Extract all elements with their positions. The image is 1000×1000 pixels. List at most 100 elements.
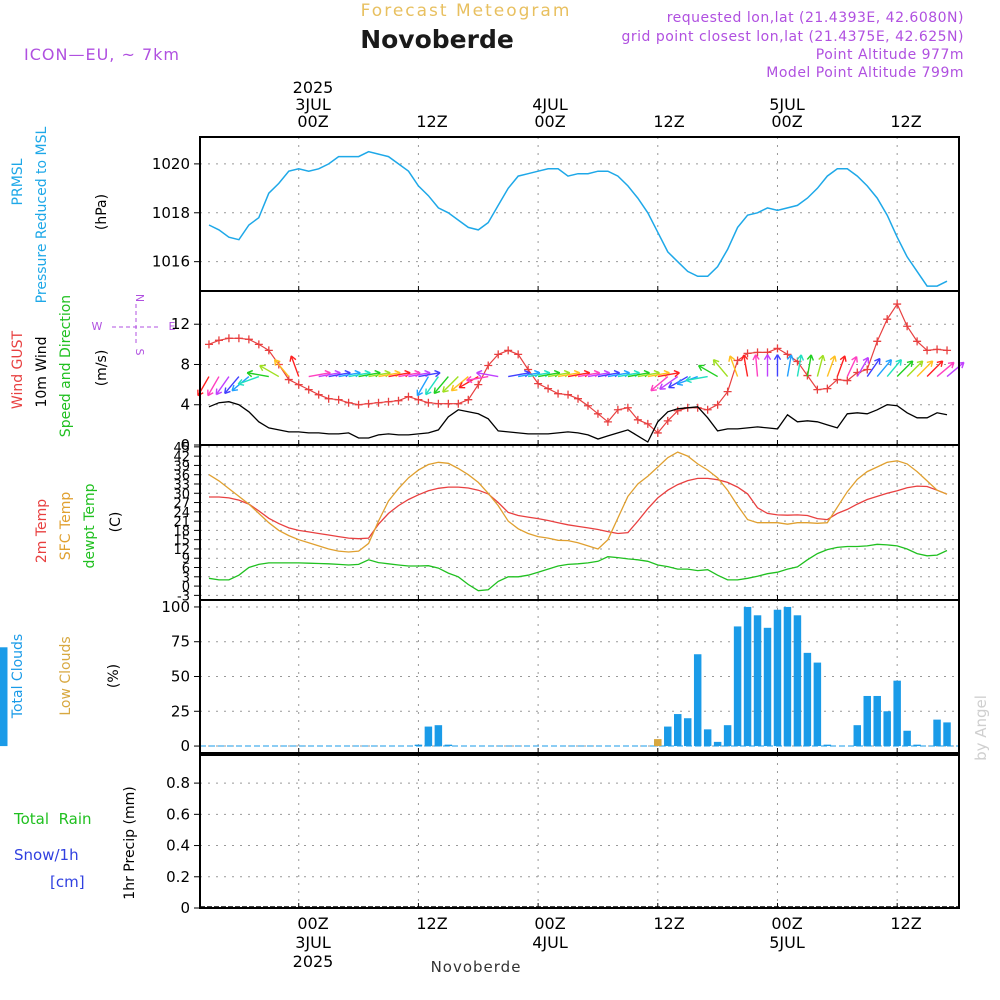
wind-direction-arrow <box>259 364 280 378</box>
gridpoint-coordinates: grid point closest lon,lat (21.4375E, 42… <box>621 29 964 45</box>
top-time-tick: 00Z <box>534 112 565 131</box>
y-tick-label: 0.4 <box>166 837 190 855</box>
wind-arrow-head <box>752 354 760 361</box>
gust-marker <box>863 365 872 374</box>
sfc-temp-line <box>208 451 948 553</box>
gust-marker <box>733 356 742 365</box>
gust-marker <box>434 399 443 408</box>
y-tick-label: 75 <box>171 633 190 651</box>
gust-marker <box>504 346 513 355</box>
y-tick-label: 25 <box>171 702 190 720</box>
gust-marker <box>833 375 842 384</box>
wind-direction-arrow <box>368 372 391 378</box>
gust-marker <box>693 403 702 412</box>
wind-direction-arrow <box>433 376 449 394</box>
wind-arrow-head <box>659 383 666 390</box>
total-cloud-bar <box>783 606 792 747</box>
wind-direction-arrow <box>450 376 469 392</box>
wind-frame <box>199 290 960 446</box>
precip-frame <box>199 754 960 909</box>
wind-arrow-head <box>442 386 449 393</box>
wind-direction-arrow <box>906 360 924 378</box>
wind-direction-arrow <box>577 372 600 378</box>
wind-direction-arrow <box>926 360 944 378</box>
gust-marker <box>304 385 313 394</box>
wind-side-label: 10m Wind <box>34 336 50 407</box>
y-tick-label: 24 <box>173 506 190 521</box>
y-tick-label: 12 <box>173 543 190 558</box>
meteogram-subtitle: Forecast Meteogram <box>361 1 572 21</box>
wind-direction-arrow <box>224 376 240 394</box>
gust-marker <box>663 416 672 425</box>
wind-direction-arrow <box>308 372 331 378</box>
wind-arrow-head <box>796 354 805 361</box>
gust-marker <box>384 397 393 406</box>
gust-marker <box>823 384 832 393</box>
wind-direction-arrow <box>846 356 858 377</box>
gust-marker <box>933 345 942 354</box>
y-tick-label: 21 <box>173 515 190 530</box>
gust-marker <box>753 348 762 357</box>
wind-panel: 0 4 8 12 <box>171 290 965 454</box>
wind-direction-arrow <box>836 355 846 377</box>
gust-marker <box>903 322 912 331</box>
wind-direction-arrow <box>508 372 530 378</box>
gust-marker <box>583 401 592 410</box>
gust-marker <box>913 337 922 346</box>
wind-direction-arrow <box>796 354 802 377</box>
wind-direction-arrow <box>358 372 381 378</box>
wind-arrow-head <box>668 381 675 389</box>
total-cloud-bar <box>0 647 8 747</box>
wind-direction-arrow <box>528 372 550 378</box>
top-time-tick: 12Z <box>653 112 684 131</box>
clouds-panel: 0 25 50 75 100 <box>0 598 960 755</box>
wind-arrow-head <box>434 369 441 378</box>
y-tick-label: 1020 <box>152 155 190 173</box>
wind-arrow-head <box>906 360 914 367</box>
panels-group: 10161018102004812-3036912151821242730333… <box>0 136 965 917</box>
wind-arrow-head <box>289 355 297 362</box>
wind-direction-arrow <box>916 360 934 378</box>
bottom-time-tick: 12Z <box>890 914 921 933</box>
wind-arrow-head <box>246 369 254 378</box>
total-cloud-bar <box>823 744 832 747</box>
wind-arrow-head <box>466 375 473 384</box>
wind-arrow-head <box>476 369 483 378</box>
wind-arrow-head <box>773 354 782 361</box>
wind-direction-arrow <box>597 372 620 378</box>
wind-direction-arrow <box>442 376 459 393</box>
total-cloud-bar <box>743 606 752 747</box>
gust-marker <box>633 415 642 424</box>
gust-marker <box>574 394 583 403</box>
wind-direction-arrow <box>607 372 630 378</box>
total-cloud-bar <box>863 695 871 747</box>
top-date-label: 4JUL <box>532 95 568 114</box>
gust-marker <box>214 336 223 345</box>
gust-marker <box>593 409 602 418</box>
y-tick-label: 0 <box>180 899 190 917</box>
precip-panel: 0 0.2 0.4 0.6 0.8 <box>166 754 960 917</box>
wind-arrow-head <box>936 360 944 367</box>
gust-marker <box>224 334 233 343</box>
total-cloud-bar <box>703 729 712 747</box>
bottom-date-label: 5JUL <box>769 933 805 952</box>
pressure-axis-label: (hPa) <box>94 194 110 230</box>
wind-direction-arrow <box>729 355 739 377</box>
y-tick-label: 1016 <box>152 253 190 271</box>
gust-marker <box>554 389 563 398</box>
total-cloud-bar <box>943 722 951 747</box>
bottom-time-tick: 00Z <box>297 914 328 933</box>
pressure-side-label: PRMSL <box>10 158 26 205</box>
wind-direction-arrow <box>318 372 341 378</box>
gust-marker <box>424 398 433 407</box>
wind-arrow-head <box>806 354 815 361</box>
snow-unit-label: [cm] <box>50 873 85 891</box>
wind-direction-arrow <box>866 358 881 377</box>
total-cloud-bar <box>773 609 782 747</box>
total-cloud-bar <box>414 744 423 747</box>
wind-direction-arrow <box>806 354 812 377</box>
wind-direction-arrow <box>338 372 361 378</box>
total-cloud-bar <box>813 662 822 747</box>
requested-coordinates: requested lon,lat (21.4393E, 42.6080N) <box>667 10 964 26</box>
compass-west: W <box>92 320 103 333</box>
